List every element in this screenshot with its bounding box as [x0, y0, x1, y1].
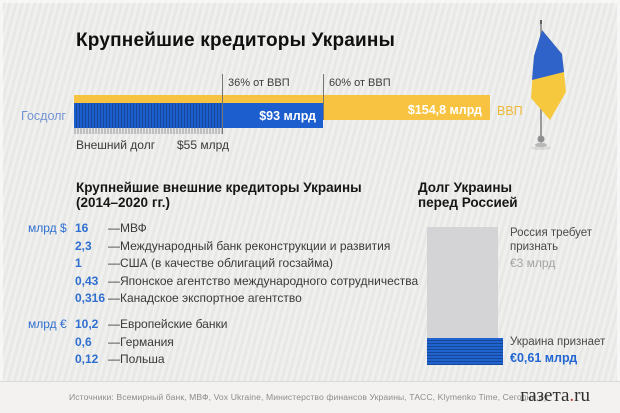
sources-text: Источники: Всемирный банк, МВФ, Vox Ukra…	[69, 392, 548, 402]
creditor-value: 10,2	[75, 317, 99, 331]
russia-claim-line2: признать	[510, 240, 559, 253]
creditor-value: 0,316	[75, 291, 106, 305]
gdp-axis-label: ВВП	[497, 104, 523, 118]
external-debt-label: Внешний долг	[76, 138, 156, 152]
eur-unit-label: млрд €	[28, 317, 67, 331]
creditors-heading: Крупнейшие внешние кредиторы Украины (20…	[76, 180, 362, 210]
creditor-name: Канадское экспортное агентство	[120, 291, 302, 305]
footer: Источники: Всемирный банк, МВФ, Vox Ukra…	[0, 381, 620, 413]
ukraine-recognize-text: Украина признает	[510, 336, 606, 348]
ukraine-recognized-bar	[427, 338, 503, 365]
state-debt-axis-label: Госдолг	[21, 109, 66, 123]
state-debt-value-label: $93 млрд	[259, 108, 316, 123]
creditor-name: Германия	[120, 334, 174, 349]
russia-debt-heading-line2: перед Россией	[418, 195, 518, 210]
creditors-heading-line2: (2014–2020 гг.)	[76, 195, 170, 210]
ukraine-flag-icon	[531, 20, 566, 150]
gdp-value-label: $154,8 млрд	[407, 103, 482, 117]
dash-separator: —	[108, 238, 120, 253]
page-title: Крупнейшие кредиторы Украины	[76, 30, 396, 51]
list-item: млрд € 10,2 — Европейские банки	[28, 317, 408, 335]
list-item: 0,316 — Канадское экспортное агентство	[28, 291, 408, 309]
logo-text: газета	[520, 385, 570, 406]
list-item: 0,12 — Польша	[28, 352, 408, 370]
dash-separator: —	[108, 291, 120, 305]
russia-debt-heading: Долг Украины перед Россией	[418, 180, 518, 210]
external-debt-value-label: $55 млрд	[177, 138, 230, 152]
creditor-name: США (в качестве облигаций госзайма)	[120, 256, 333, 270]
dash-separator: —	[108, 317, 120, 331]
dash-separator: —	[108, 334, 120, 349]
ukraine-recognize-label: Украина признает €0,61 млрд	[510, 336, 605, 365]
list-item: 0,6 — Германия	[28, 335, 408, 353]
dash-separator: —	[108, 352, 120, 366]
dash-separator: —	[108, 221, 120, 235]
creditor-name: Японское агентство международного сотруд…	[120, 273, 419, 288]
logo-tld: ru	[574, 385, 590, 406]
creditor-value: 2,3	[75, 238, 92, 253]
list-item: млрд $ 16 — МВФ	[28, 221, 408, 239]
russia-claim-bar	[427, 227, 498, 338]
ukraine-recognize-value: €0,61 млрд	[510, 350, 578, 365]
dash-separator: —	[108, 256, 120, 270]
eur-creditors-list: млрд € 10,2 — Европейские банки 0,6 — Ге…	[28, 317, 408, 370]
russia-claim-label: Россия требует признать €3 млрд	[510, 227, 592, 271]
gazeta-ru-logo: газета.ru	[520, 385, 590, 407]
creditor-value: 0,6	[75, 334, 92, 349]
marker-60-label: 60% от ВВП	[329, 77, 391, 89]
marker-60-line	[323, 74, 324, 120]
usd-unit-label: млрд $	[28, 221, 67, 235]
dash-separator: —	[108, 273, 120, 288]
russia-claim-line1: Россия требует	[510, 227, 593, 239]
creditor-value: 16	[75, 221, 89, 235]
russia-debt-heading-line1: Долг Украины	[418, 180, 513, 195]
state-debt-bar: $93 млрд	[74, 103, 323, 128]
external-debt-hatch-pattern	[74, 103, 222, 128]
usd-creditors-list: млрд $ 16 — МВФ 2,3 — Международный банк…	[28, 221, 418, 309]
external-debt-strip	[74, 128, 222, 134]
marker-36-label: 36% от ВВП	[228, 77, 290, 89]
creditor-value: 1	[75, 256, 82, 270]
list-item: 1 — США (в качестве облигаций госзайма)	[28, 256, 408, 274]
list-item: 0,43 — Японское агентство международного…	[28, 273, 418, 292]
russia-claim-value: €3 млрд	[510, 256, 556, 270]
creditor-name: Европейские банки	[120, 317, 228, 331]
list-item: 2,3 — Международный банк реконструкции и…	[28, 239, 408, 257]
logo-dot: .	[569, 385, 575, 406]
creditor-value: 0,43	[75, 273, 99, 288]
creditor-name: МВФ	[120, 221, 147, 235]
creditor-name: Польша	[120, 352, 165, 366]
marker-36-line	[222, 74, 223, 134]
creditor-value: 0,12	[75, 352, 99, 366]
creditor-name: Международный банк реконструкции и разви…	[120, 238, 391, 253]
creditors-heading-line1: Крупнейшие внешние кредиторы Украины	[76, 180, 362, 195]
